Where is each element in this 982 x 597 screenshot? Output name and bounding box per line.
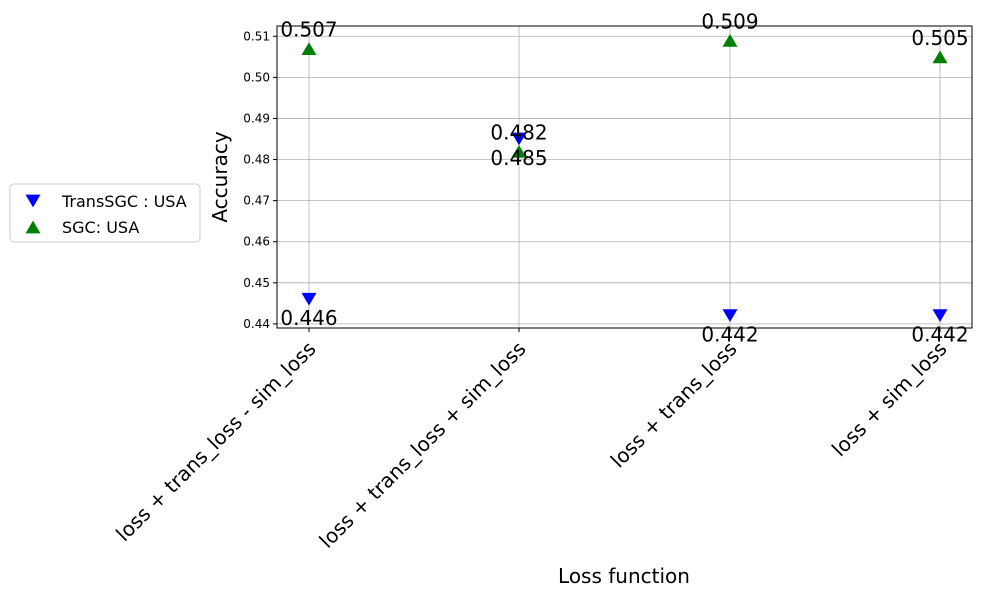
transsgc-data-label: 0.442: [911, 323, 968, 347]
sgc-point: [511, 144, 527, 158]
sgc-point: [722, 34, 738, 47]
y-axis-label: Accuracy: [208, 131, 232, 222]
x-tick-label: loss + trans_loss - sim_loss: [111, 337, 320, 546]
legend-marker-transsgc: [25, 194, 41, 208]
y-tick-label: 0.44: [243, 317, 270, 331]
y-axis: 0.44 0.45 0.46 0.47 0.48 0.49 0.50 0.51: [243, 29, 277, 331]
y-tick-label: 0.47: [243, 194, 270, 208]
grid: [277, 26, 972, 328]
legend: TransSGC : USA SGC: USA: [9, 183, 201, 243]
transsgc-point: [932, 309, 948, 323]
transsgc-point: [511, 132, 527, 146]
legend-label-transsgc: TransSGC : USA: [61, 192, 187, 211]
x-tick-label: loss + sim_loss: [827, 337, 952, 462]
data-labels: 0.446 0.485 0.442 0.442 0.507 0.482 0.509 0.505: [280, 9, 968, 346]
y-tick-label: 0.50: [243, 70, 270, 84]
x-tick-label: loss + trans_loss + sim_loss: [314, 337, 530, 553]
y-tick-label: 0.45: [243, 276, 270, 290]
transsgc-point: [722, 309, 738, 323]
markers: [301, 34, 948, 323]
sgc-point: [932, 50, 948, 64]
transsgc-point: [301, 292, 317, 306]
y-tick-label: 0.48: [243, 153, 270, 167]
x-axis-label: Loss function: [558, 564, 690, 588]
legend-box: [9, 183, 201, 243]
y-tick-label: 0.51: [243, 29, 270, 43]
x-tick-label: loss + trans_loss: [606, 337, 742, 473]
y-tick-label: 0.46: [243, 235, 270, 249]
sgc-data-label: 0.507: [280, 18, 337, 42]
legend-marker-sgc: [25, 220, 41, 234]
legend-label-sgc: SGC: USA: [62, 218, 139, 237]
sgc-data-label: 0.482: [490, 120, 547, 144]
transsgc-data-label: 0.446: [280, 306, 337, 330]
y-tick-label: 0.49: [243, 111, 270, 125]
sgc-point: [301, 42, 317, 55]
sgc-data-label: 0.509: [701, 9, 758, 33]
sgc-data-label: 0.505: [911, 26, 968, 50]
transsgc-data-label: 0.442: [701, 323, 758, 347]
plot-area: [276, 25, 973, 329]
transsgc-data-label: 0.485: [490, 146, 547, 170]
